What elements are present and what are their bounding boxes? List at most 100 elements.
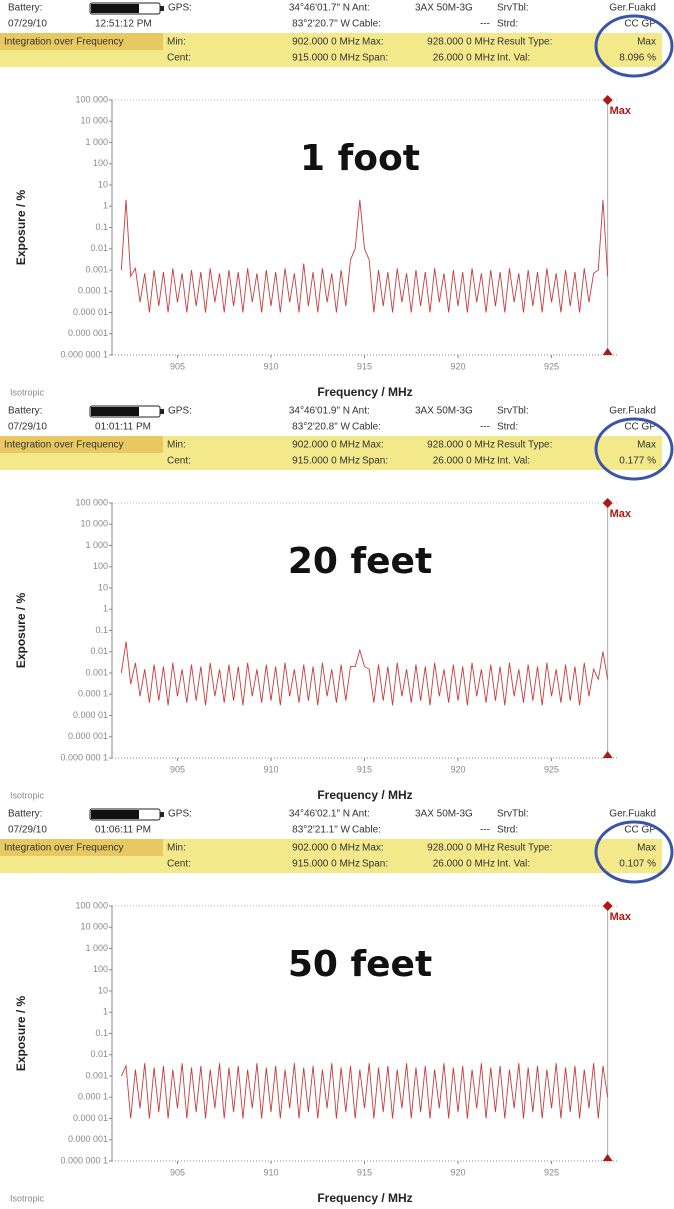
result-type: Max <box>637 843 656 854</box>
x-tick-label: 910 <box>263 764 278 774</box>
y-axis-title: Exposure / % <box>14 592 28 668</box>
int-val: 0.177 % <box>619 456 656 467</box>
cent: 915.000 0 MHz <box>292 53 360 64</box>
max: 928.000 0 MHz <box>427 843 495 854</box>
y-tick-label: 0.000 000 1 <box>60 1155 108 1165</box>
x-tick-label: 925 <box>544 764 559 774</box>
max: 928.000 0 MHz <box>427 37 495 48</box>
antenna: 3AX 50M-3G <box>415 809 473 820</box>
battery-label: Battery: <box>8 809 42 820</box>
mode-cell <box>0 33 163 50</box>
time: 12:51:12 PM <box>95 19 152 30</box>
y-tick-label: 0.000 001 <box>68 731 108 741</box>
y-tick-label: 0.001 <box>85 264 108 274</box>
cent-label: Cent: <box>167 456 191 467</box>
y-axis-title: Exposure / % <box>14 995 28 1071</box>
max-label: Max: <box>362 843 384 854</box>
battery-level <box>91 407 139 416</box>
min-label: Min: <box>167 440 186 451</box>
span: 26.000 0 MHz <box>433 859 495 870</box>
strd-label: Strd: <box>497 825 518 836</box>
min-label: Min: <box>167 37 186 48</box>
marker-diamond <box>602 901 613 911</box>
cable-label: Cable: <box>352 422 381 433</box>
marker-foot <box>602 751 613 758</box>
y-tick-label: 100 <box>93 158 108 168</box>
panel: Battery: GPS: 34°46'02.1" N Ant: 3AX 50M-3G S… <box>0 808 674 884</box>
y-tick-label: 10 <box>98 985 108 995</box>
strd: CC GP <box>624 19 656 30</box>
result-type: Max <box>637 37 656 48</box>
marker-diamond <box>602 95 613 105</box>
span: 26.000 0 MHz <box>433 53 495 64</box>
span-label: Span: <box>362 859 388 870</box>
x-tick-label: 920 <box>451 1167 466 1177</box>
min: 902.000 0 MHz <box>292 843 360 854</box>
max: 928.000 0 MHz <box>427 440 495 451</box>
mode: Integration over Frequency <box>4 843 124 854</box>
cable-label: Cable: <box>352 825 381 836</box>
y-tick-label: 0.000 1 <box>78 286 108 296</box>
cent-label: Cent: <box>167 859 191 870</box>
battery-tip <box>160 6 164 11</box>
srvtbl: Ger.Fuakd <box>609 406 656 417</box>
y-tick-label: 0.1 <box>95 625 108 635</box>
y-tick-label: 100 000 <box>75 900 108 910</box>
panel: Battery: GPS: 34°46'01.7" N Ant: 3AX 50M-3G S… <box>0 2 674 78</box>
x-tick-label: 910 <box>263 361 278 371</box>
strd: CC GP <box>624 422 656 433</box>
span-label: Span: <box>362 53 388 64</box>
int-val-label: Int. Val: <box>497 53 530 64</box>
y-tick-label: 100 <box>93 561 108 571</box>
gps-label: GPS: <box>168 406 192 417</box>
x-axis-title: Frequency / MHz <box>317 1191 412 1205</box>
lat: 34°46'02.1" N <box>289 809 350 820</box>
y-tick-label: 0.1 <box>95 222 108 232</box>
note: Isotropic <box>10 1193 45 1203</box>
chart: 100 000 10 000 1 000 100 10 1 0.1 0.01 0.001 0.00… <box>10 94 632 399</box>
y-tick-label: 0.1 <box>95 1028 108 1038</box>
y-tick-label: 10 000 <box>80 116 108 126</box>
x-axis-title: Frequency / MHz <box>317 385 412 399</box>
date: 07/29/10 <box>8 825 47 836</box>
highlight-circle <box>594 14 674 78</box>
lon: 83°2'21.1" W <box>292 825 350 836</box>
marker-label: Max <box>610 911 632 923</box>
marker-label: Max <box>610 508 632 520</box>
max-label: Max: <box>362 37 384 48</box>
y-tick-label: 10 000 <box>80 519 108 529</box>
min: 902.000 0 MHz <box>292 440 360 451</box>
span: 26.000 0 MHz <box>433 456 495 467</box>
gps-label: GPS: <box>168 809 192 820</box>
y-tick-label: 0.000 001 <box>68 328 108 338</box>
y-tick-label: 0.001 <box>85 667 108 677</box>
span-label: Span: <box>362 456 388 467</box>
ant-label: Ant: <box>352 3 370 14</box>
srvtbl: Ger.Fuakd <box>609 809 656 820</box>
x-tick-label: 910 <box>263 1167 278 1177</box>
ant-label: Ant: <box>352 809 370 820</box>
strd-label: Strd: <box>497 19 518 30</box>
lon: 83°2'20.8" W <box>292 422 350 433</box>
cent-label: Cent: <box>167 53 191 64</box>
x-tick-label: 925 <box>544 1167 559 1177</box>
battery-label: Battery: <box>8 3 42 14</box>
result-type-label: Result Type: <box>497 440 552 451</box>
marker-label: Max <box>610 105 632 117</box>
chart: 100 000 10 000 1 000 100 10 1 0.1 0.01 0.001 0.00… <box>10 900 632 1205</box>
cable: --- <box>480 19 490 30</box>
y-tick-label: 0.01 <box>90 243 108 253</box>
cent: 915.000 0 MHz <box>292 456 360 467</box>
cable-label: Cable: <box>352 19 381 30</box>
chart-title: 50 feet <box>288 944 432 985</box>
y-tick-label: 0.000 1 <box>78 1092 108 1102</box>
x-tick-label: 920 <box>451 764 466 774</box>
y-tick-label: 0.000 01 <box>73 307 108 317</box>
highlight-circle <box>594 417 674 481</box>
y-tick-label: 0.000 01 <box>73 710 108 720</box>
spectrum-line <box>120 641 609 706</box>
lat: 34°46'01.9" N <box>289 406 350 417</box>
y-tick-label: 0.01 <box>90 646 108 656</box>
min: 902.000 0 MHz <box>292 37 360 48</box>
lon: 83°2'20.7" W <box>292 19 350 30</box>
